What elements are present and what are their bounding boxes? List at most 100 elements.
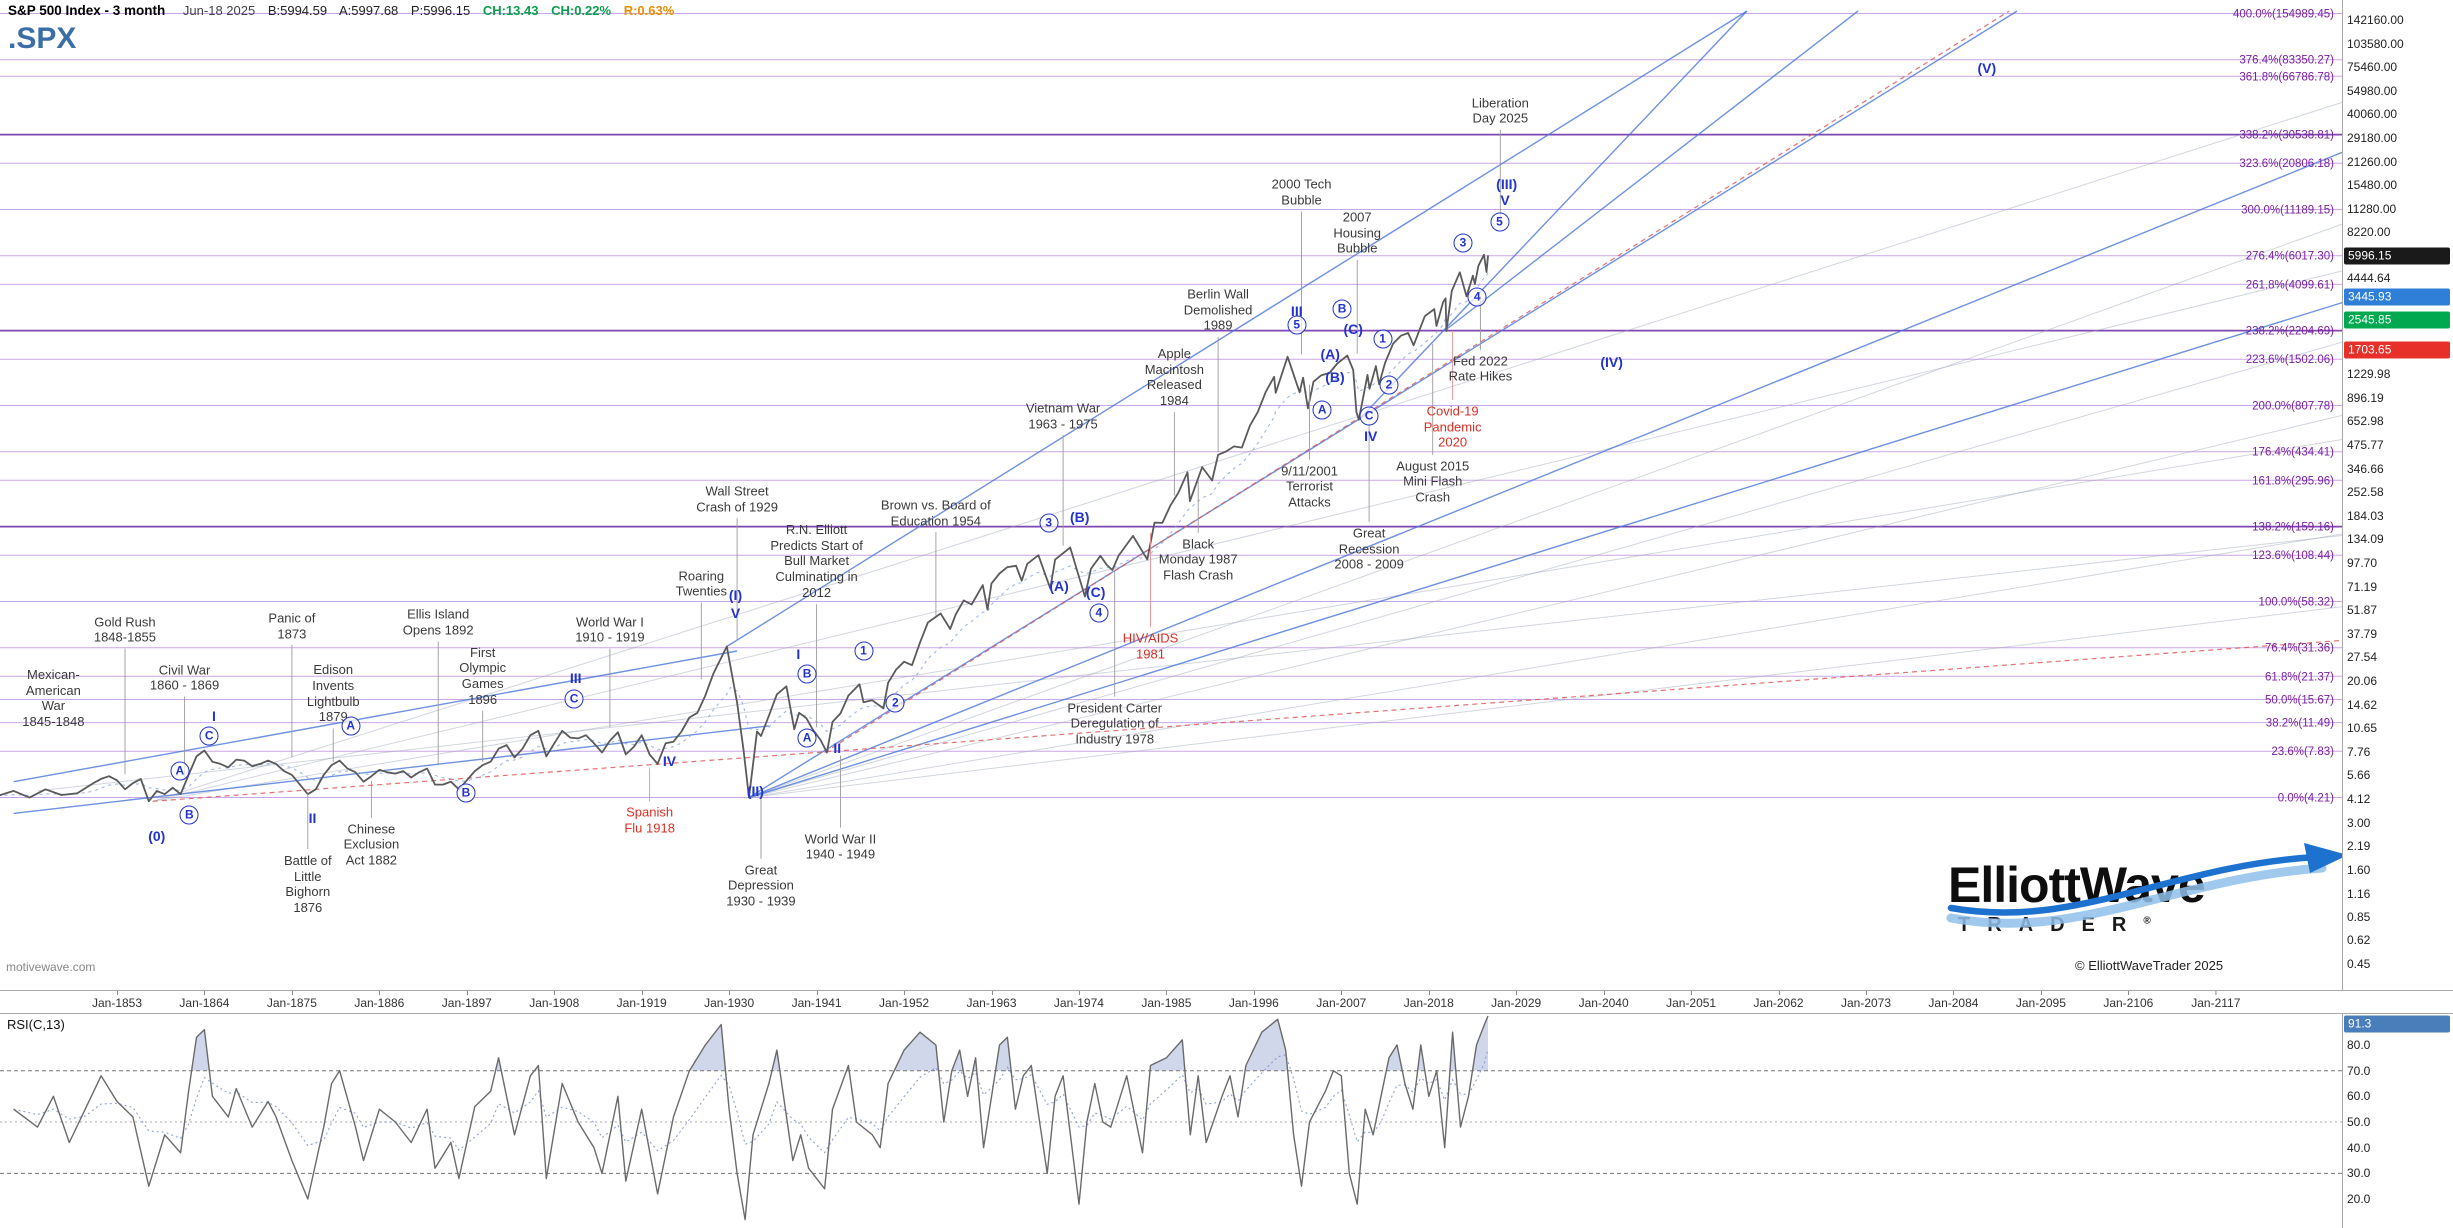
- price-marker-badge: 1703.65: [2344, 341, 2450, 359]
- fib-level-label[interactable]: 323.6%(20806.18): [2239, 158, 2334, 170]
- fan-line: [152, 101, 2342, 802]
- time-axis[interactable]: Jan-1853 Jan-1864 Jan-1875 Jan-1886 Jan-1897…: [0, 990, 2453, 1014]
- rsi-study-label[interactable]: RSI(C,13): [7, 1017, 65, 1032]
- time-axis-label: Jan-1919: [616, 991, 667, 1010]
- fib-level-label[interactable]: 50.0%(15.67): [2265, 695, 2334, 707]
- fib-level-label[interactable]: 261.8%(4099.61): [2246, 279, 2334, 291]
- rsi-canvas[interactable]: [0, 1014, 2342, 1227]
- rsi-pane[interactable]: RSI(C,13): [0, 1014, 2342, 1228]
- fib-level-label[interactable]: 123.6%(108.44): [2252, 550, 2334, 562]
- price-axis-tick: 0.62: [2347, 933, 2371, 948]
- trend-line[interactable]: [1358, 10, 1748, 421]
- trend-line[interactable]: [748, 290, 2342, 799]
- fib-level-label[interactable]: 61.8%(21.37): [2265, 671, 2334, 683]
- logo-trader-text: TRADER: [1958, 914, 2144, 936]
- time-axis-label: Jan-2106: [2103, 991, 2154, 1010]
- fib-level-label[interactable]: 176.4%(434.41): [2252, 447, 2334, 459]
- quote-last: P:5996.15: [410, 3, 471, 18]
- fan-line: [748, 341, 2342, 798]
- fib-level-label[interactable]: 76.4%(31.36): [2265, 643, 2334, 655]
- rsi-axis[interactable]: 80.0 70.0 60.0 50.0 40.0 30.0 20.0 91.3: [2342, 1014, 2453, 1228]
- price-axis-tick: 142160.00: [2347, 12, 2404, 27]
- trend-line[interactable]: [748, 136, 2342, 799]
- copyright-text: © ElliottWaveTrader 2025: [2075, 958, 2224, 973]
- time-axis-label: Jan-1974: [1053, 991, 1104, 1010]
- time-axis-label: Jan-2073: [1840, 991, 1892, 1010]
- time-axis-label: Jan-2018: [1403, 991, 1454, 1010]
- fib-level-label[interactable]: 38.2%(11.49): [2266, 718, 2334, 730]
- rsi-line[interactable]: [13, 1015, 1489, 1221]
- price-axis-tick: 75460.00: [2347, 60, 2398, 75]
- fib-level-labels[interactable]: 400.0%(154989.45) 376.4%(83350.27) 361.8%(…: [2233, 9, 2334, 805]
- fib-level-label[interactable]: 100.0%(58.32): [2259, 597, 2335, 609]
- fib-level-label[interactable]: 200.0%(807.78): [2252, 401, 2334, 413]
- fib-level-label[interactable]: 361.8%(66786.78): [2239, 71, 2334, 83]
- motivewave-watermark: motivewave.com: [6, 960, 96, 974]
- price-chart-canvas[interactable]: 400.0%(154989.45) 376.4%(83350.27) 361.8%(…: [0, 0, 2342, 990]
- fib-level-label[interactable]: 376.4%(83350.27): [2239, 55, 2334, 67]
- price-axis-tick: 1229.98: [2347, 367, 2391, 382]
- fib-level-label[interactable]: 0.0%(4.21): [2278, 793, 2334, 805]
- price-axis-tick: 40060.00: [2347, 107, 2398, 122]
- time-axis-label: Jan-1864: [179, 991, 230, 1010]
- fib-level-label[interactable]: 276.4%(6017.30): [2246, 251, 2334, 263]
- price-axis-tick: 475.77: [2347, 437, 2384, 452]
- chart-header: S&P 500 Index - 3 month Jun-18 2025 B:59…: [8, 3, 683, 18]
- price-series-line[interactable]: [0, 253, 1489, 803]
- trend-line[interactable]: [748, 10, 2018, 799]
- fib-extension-lines[interactable]: [0, 13, 2342, 798]
- logo-wordmark: ElliottWave: [1948, 857, 2206, 913]
- rsi-axis-tick: 50.0: [2347, 1115, 2371, 1129]
- trend-channel-lines[interactable]: [13, 10, 2342, 815]
- quote-change: CH:13.43: [482, 3, 539, 18]
- trend-line[interactable]: [726, 10, 1748, 648]
- time-axis-label: Jan-1941: [791, 991, 842, 1010]
- price-axis-tick: 54980.00: [2347, 83, 2398, 98]
- fib-level-label[interactable]: 238.2%(2204.69): [2246, 326, 2334, 338]
- fib-level-label[interactable]: 300.0%(11189.15): [2241, 205, 2334, 217]
- time-axis-label: Jan-1996: [1228, 991, 1279, 1010]
- price-ema-dotted-line: [0, 271, 1489, 797]
- price-axis-tick: 3.00: [2347, 815, 2371, 830]
- support-trend-line[interactable]: [152, 637, 2342, 802]
- fib-level-label[interactable]: 138.2%(159.16): [2252, 522, 2334, 534]
- fib-level-label[interactable]: 338.2%(30538.81): [2239, 130, 2334, 142]
- fib-level-label[interactable]: 400.0%(154989.45): [2233, 9, 2334, 21]
- price-axis-tick: 20.06: [2347, 674, 2378, 689]
- price-axis-tick: 252.58: [2347, 485, 2384, 500]
- price-axis-tick: 15480.00: [2347, 178, 2398, 193]
- support-lines[interactable]: [152, 10, 2342, 802]
- fib-level-label[interactable]: 161.8%(295.96): [2252, 475, 2334, 487]
- trend-line[interactable]: [13, 650, 738, 783]
- quote-change-pct: CH:0.22%: [551, 3, 612, 18]
- price-chart-pane[interactable]: 400.0%(154989.45) 376.4%(83350.27) 361.8%(…: [0, 0, 2342, 990]
- trend-line[interactable]: [1445, 10, 1859, 331]
- fib-level-label[interactable]: 223.6%(1502.06): [2246, 354, 2334, 366]
- price-marker-label: 4444.64: [2347, 271, 2391, 286]
- trend-line[interactable]: [13, 725, 769, 815]
- rsi-overbought-fill: [13, 1016, 1488, 1071]
- rsi-axis-tick: 80.0: [2347, 1038, 2371, 1052]
- quote-date: Jun-18 2025: [182, 3, 256, 18]
- time-axis-label: Jan-1908: [529, 991, 580, 1010]
- support-trend-line[interactable]: [824, 10, 2010, 754]
- price-axis[interactable]: 142160.00 103580.00 75460.00 54980.00 40060.…: [2342, 0, 2453, 990]
- time-axis-label: Jan-2062: [1753, 991, 1804, 1010]
- rsi-axis-tick: 30.0: [2347, 1166, 2371, 1181]
- time-axis-label: Jan-1897: [441, 991, 492, 1010]
- price-axis-tick: 11280.00: [2347, 201, 2397, 216]
- price-axis-tick: 21260.00: [2347, 154, 2398, 169]
- logo-registered-mark: ®: [2143, 915, 2151, 927]
- price-axis-tick: 4.12: [2347, 792, 2371, 807]
- fib-level-label[interactable]: 23.6%(7.83): [2271, 746, 2334, 758]
- price-axis-tick: 184.03: [2347, 508, 2384, 523]
- rsi-axis-tick: 20.0: [2347, 1192, 2371, 1207]
- price-axis-tick: 652.98: [2347, 414, 2384, 429]
- time-axis-label: Jan-2040: [1578, 991, 1629, 1010]
- time-axis-label: Jan-1930: [704, 991, 755, 1010]
- chart-title: S&P 500 Index - 3 month: [8, 3, 166, 18]
- time-axis-label: Jan-2095: [2015, 991, 2066, 1010]
- price-axis-tick: 896.19: [2347, 390, 2384, 405]
- fan-line: [152, 270, 2342, 802]
